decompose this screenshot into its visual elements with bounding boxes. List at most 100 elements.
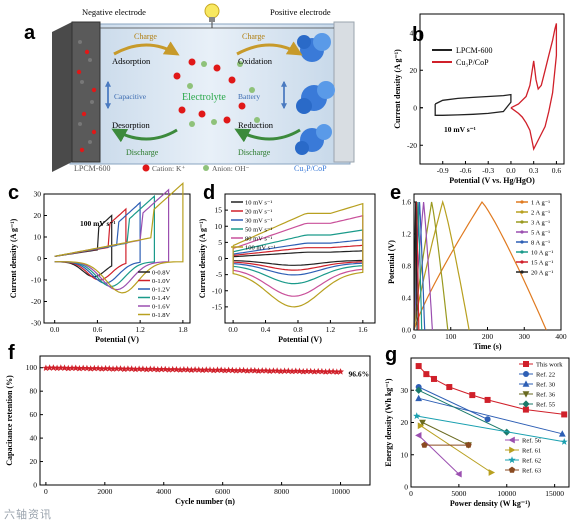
retention-point	[284, 367, 292, 374]
legend-label-0: 0-0.8V	[152, 270, 171, 277]
retention-point	[72, 364, 80, 371]
retention-point	[217, 366, 225, 373]
negative-electrode-face	[71, 21, 101, 163]
ragone-point-2	[415, 394, 423, 402]
x-tick-label: -0.9	[437, 166, 449, 175]
legend-marker-0	[520, 200, 524, 204]
legend-label-7: Ref. 62	[522, 458, 541, 465]
positive-electrode-plate	[333, 21, 355, 163]
legend-marker-7	[520, 270, 524, 274]
legend-label-0: LPCM-600	[456, 46, 492, 55]
adsorption-label: Adsorption	[112, 56, 151, 66]
retention-point	[57, 364, 65, 371]
charge-arrow-left	[113, 41, 180, 56]
ragone-point-0	[522, 406, 529, 413]
legend-label-2: Ref. 30	[536, 382, 555, 389]
retention-point	[325, 368, 333, 375]
y-axis-label: Current density (A g⁻¹)	[393, 49, 402, 129]
legend-label-1: 2 A g⁻¹	[531, 210, 550, 217]
retention-point	[210, 366, 218, 374]
retention-point	[296, 367, 303, 375]
x-tick-label: 0.0	[228, 325, 238, 334]
retention-point	[266, 367, 274, 374]
retention-point	[46, 364, 53, 371]
x-axis-label: Potential (V)	[278, 335, 322, 344]
retention-point	[91, 364, 98, 372]
y-tick-label: 0	[33, 481, 37, 490]
retention-point	[270, 367, 277, 374]
legend-label-1: 20 mV s⁻¹	[245, 209, 272, 216]
x-tick-label: 15000	[545, 489, 564, 498]
retention-point	[262, 367, 270, 374]
retention-point	[176, 366, 184, 373]
negative-electrode-label: Negative electrode	[82, 7, 146, 17]
positive-electrode-label: Positive electrode	[270, 7, 331, 17]
retention-point	[288, 367, 296, 375]
retention-point	[258, 367, 266, 374]
light-bulb-icon	[204, 3, 220, 28]
panel-letter-a: a	[24, 22, 36, 44]
y-axis-label: Current density (A g⁻¹)	[9, 218, 18, 298]
x-axis-label: Time (s)	[473, 342, 501, 351]
retention-point	[146, 365, 154, 373]
capacitive-label: Capacitive	[114, 92, 147, 101]
ragone-point-1	[484, 416, 491, 423]
retention-point	[94, 364, 102, 372]
y-tick-label: 100	[26, 363, 38, 372]
y-tick-label: 1.6	[402, 198, 412, 207]
x-axis-label: Potential (V)	[95, 335, 139, 344]
negative-electrode-slab	[52, 22, 72, 172]
retention-point	[150, 365, 158, 373]
gcd-curve-0	[413, 200, 547, 331]
y-tick-label: 20	[410, 66, 418, 75]
schematic-a: Negative electrode Positive electrode Ch…	[52, 3, 355, 173]
y-axis-label: Energy density (Wh kg⁻¹)	[384, 378, 393, 467]
panel-letter-c: c	[8, 182, 20, 204]
retention-point	[139, 365, 147, 372]
retention-point	[247, 366, 255, 374]
y-tick-label: 60	[30, 410, 38, 419]
ragone-point-0	[415, 363, 422, 370]
legend-label-8: Ref. 63	[522, 468, 541, 475]
y-tick-label: -10	[31, 276, 41, 285]
y-tick-label: -20	[407, 141, 417, 150]
retention-point	[322, 368, 329, 375]
chart-d-cv-scan-rates: 0.0 0.4 0.8 1.2 1.6 -15 -10 -5 0 5 10 15 Potential (…	[198, 193, 376, 344]
negative-electrode-texture	[76, 40, 97, 153]
legend-label-3: 50 mV s⁻¹	[245, 227, 272, 234]
x-tick-label: 100	[445, 332, 457, 341]
anion-legend-label: Anion: OH⁻	[212, 164, 250, 173]
retention-point	[206, 366, 214, 373]
ragone-point-6	[417, 422, 425, 430]
x-axis-label: Potential (V vs. Hg/HgO)	[449, 176, 535, 185]
legend-label-4: Ref. 55	[536, 402, 555, 409]
y-tick-label: 20	[30, 457, 38, 466]
ragone-line-1	[418, 386, 488, 420]
retention-point	[307, 367, 315, 375]
y-axis-label: Current density (A g⁻¹)	[198, 218, 207, 298]
series-line-0	[434, 93, 512, 116]
battery-label: Battery	[238, 92, 260, 101]
x-tick-label: 200	[482, 332, 494, 341]
retention-point	[195, 366, 203, 373]
charge-arrow-right	[236, 41, 303, 56]
y-tick-label: 1.2	[402, 230, 412, 239]
x-tick-label: 1.2	[135, 325, 145, 334]
panel-letter-b: b	[412, 24, 425, 46]
retention-point	[277, 367, 285, 375]
y-tick-label: 0	[404, 483, 408, 492]
x-tick-label: -0.6	[460, 166, 472, 175]
retention-point	[42, 364, 50, 371]
ragone-line-5	[418, 435, 460, 475]
ragone-point-8	[465, 441, 472, 448]
cv-curve-5	[54, 181, 184, 294]
oxidation-label: Oxidation	[238, 56, 273, 66]
legend-marker-1	[523, 371, 529, 377]
retention-point	[158, 365, 165, 373]
ragone-point-6	[488, 469, 496, 476]
gcd-curve-7	[413, 201, 418, 331]
x-tick-label: 0.6	[93, 325, 103, 334]
x-tick-label: 1.2	[326, 325, 336, 334]
chart-g-ragone: 0 5000 10000 15000 0 10 20 30 Power density (W k…	[384, 357, 570, 508]
scan-rate-annotation: 10 mV s⁻¹	[444, 125, 476, 134]
